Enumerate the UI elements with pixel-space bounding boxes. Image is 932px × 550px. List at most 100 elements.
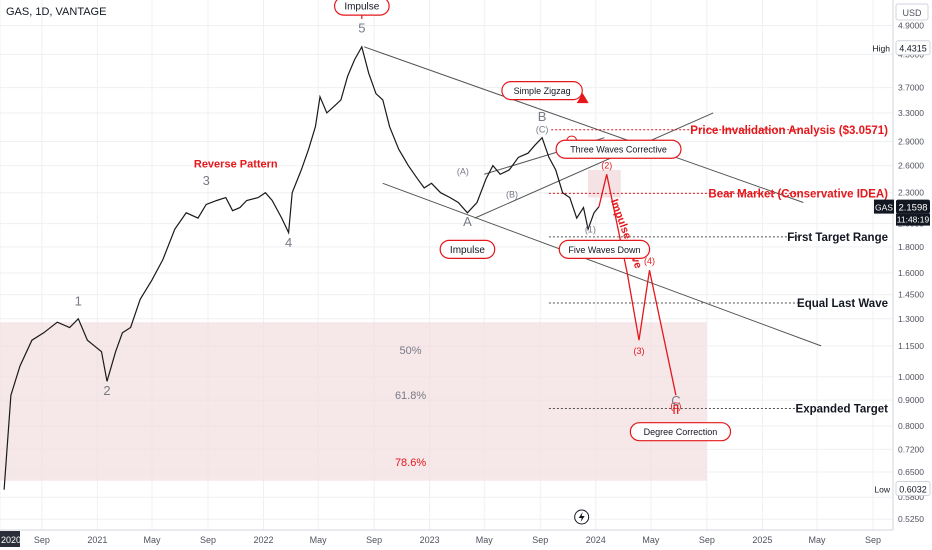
- wave-label: 3: [203, 173, 210, 188]
- projection-wave-label: (4): [644, 256, 655, 266]
- x-tick-label: May: [310, 535, 328, 545]
- extreme-tag: [895, 40, 931, 56]
- x-tick-label: Sep: [200, 535, 216, 545]
- y-tick-label: 0.5250: [898, 514, 924, 524]
- y-tick-label: 1.6000: [898, 268, 924, 278]
- x-tick-label: Sep: [532, 535, 548, 545]
- wave-label: II: [672, 402, 679, 417]
- extreme-tag: [895, 481, 931, 497]
- y-tick-label: 1.8000: [898, 242, 924, 252]
- callout-text: Simple Zigzag: [514, 86, 571, 96]
- fib-zone-group: 50% 61.8% 78.6%: [0, 169, 707, 481]
- x-tick-label: Sep: [865, 535, 881, 545]
- fib-level-label: 78.6%: [395, 457, 426, 469]
- wave-label: 2: [103, 383, 110, 398]
- y-tick-label: 2.3000: [898, 188, 924, 198]
- countdown-tag: [896, 213, 930, 226]
- callout-box: [555, 139, 682, 159]
- x-tick-label: 2022: [254, 535, 274, 545]
- level-label: Equal Last Wave: [797, 298, 888, 310]
- y-tick-label: 1.0000: [898, 372, 924, 382]
- level-group: Price Invalidation Analysis ($3.0571) Bea…: [548, 93, 889, 415]
- y-tick-label: 1.4500: [898, 290, 924, 300]
- y-tick-label: 2.9000: [898, 136, 924, 146]
- price-group: [3, 45, 600, 490]
- annotation-text: Impulse Wave: [608, 198, 644, 271]
- y-tick-label: 0.8000: [898, 421, 924, 431]
- x-tick-label: 2025: [752, 535, 772, 545]
- ticker-tag-text: GAS: [875, 203, 893, 213]
- wave-label: (A): [457, 166, 469, 176]
- price-axis-bg: [893, 0, 932, 550]
- current-price-tag: [896, 199, 930, 214]
- y-tick-label: 0.7200: [898, 444, 924, 454]
- trendline: [474, 112, 714, 219]
- y-tick-label: 0.5800: [898, 492, 924, 502]
- level-label: First Target Range: [787, 232, 888, 244]
- trendline: [363, 46, 804, 203]
- wave-label: 4: [285, 235, 292, 250]
- level-label: Expanded Target: [796, 403, 889, 415]
- callout-box: [558, 239, 651, 259]
- projection-wave-label: (3): [634, 346, 645, 356]
- projection-wave-label: (5): [670, 401, 681, 411]
- fib-zone: [0, 322, 707, 481]
- level-label: Price Invalidation Analysis ($3.0571): [690, 125, 888, 137]
- y-tick-label: 1.3000: [898, 314, 924, 324]
- wave-label: (C): [536, 125, 549, 135]
- extreme-side-label: High: [873, 44, 891, 54]
- symbol-title: GAS, 1D, VANTAGE: [6, 6, 107, 18]
- lightning-icon-glyph: [578, 512, 585, 522]
- callout-text: Impulse: [344, 2, 379, 13]
- wave-label: (B): [506, 190, 518, 200]
- trendline-group: [363, 46, 822, 347]
- wave-label: 5: [358, 20, 365, 35]
- callout-text: Three Waves Corrective: [570, 145, 667, 155]
- warning-icon: [576, 93, 589, 104]
- level-label: Bear Market (Conservative IDEA): [708, 188, 888, 200]
- x-tick-label: 2020: [1, 535, 21, 545]
- y-tick-label: 3.7000: [898, 83, 924, 93]
- projection-wave-label: (2): [601, 160, 612, 170]
- callout-text: Five Waves Down: [568, 245, 640, 255]
- annotation-text: Reverse Pattern: [194, 158, 278, 170]
- x-tick-label: May: [808, 535, 826, 545]
- price-line: [3, 45, 600, 490]
- fib-level-label: 50%: [400, 345, 422, 357]
- callout-box: [629, 422, 732, 442]
- wave-label: C: [671, 393, 680, 408]
- extreme-tag-text: 0.6032: [899, 485, 927, 495]
- wave-label: A: [463, 214, 472, 229]
- callout-text: Impulse: [450, 245, 485, 256]
- ticker-tag: [874, 199, 894, 214]
- time-axis-bg: [0, 530, 932, 550]
- projection-group: (2) (3) (4) (5): [598, 160, 681, 411]
- fib-level-label: 61.8%: [395, 390, 426, 402]
- currency-label: USD: [902, 8, 922, 18]
- y-tick-label: 0.6500: [898, 467, 924, 477]
- x-tick-label: May: [476, 535, 494, 545]
- countdown-text: 11:48:19: [897, 215, 930, 225]
- time-cursor-tag: [0, 531, 20, 547]
- y-tick-label: 0.9000: [898, 395, 924, 405]
- y-tick-label: 4.9000: [898, 21, 924, 31]
- currency-box: [895, 3, 929, 21]
- y-tick-label: 1.1500: [898, 341, 924, 351]
- x-tick-label: 2021: [87, 535, 107, 545]
- trendline: [382, 182, 822, 347]
- current-price-text: 2.1598: [898, 203, 927, 214]
- callout-box: [501, 81, 583, 101]
- wave-label: B: [538, 109, 547, 124]
- projection-line: [598, 174, 677, 396]
- callout-box: [333, 0, 390, 16]
- x-tick-label: 2024: [586, 535, 606, 545]
- x-tick-label: Sep: [699, 535, 715, 545]
- wave-label: (1): [585, 225, 596, 235]
- x-tick-label: Sep: [34, 535, 50, 545]
- wave-label: 1: [75, 294, 82, 309]
- x-tick-label: May: [642, 535, 660, 545]
- x-tick-label: Sep: [366, 535, 382, 545]
- y-tick-label: 2.6000: [898, 161, 924, 171]
